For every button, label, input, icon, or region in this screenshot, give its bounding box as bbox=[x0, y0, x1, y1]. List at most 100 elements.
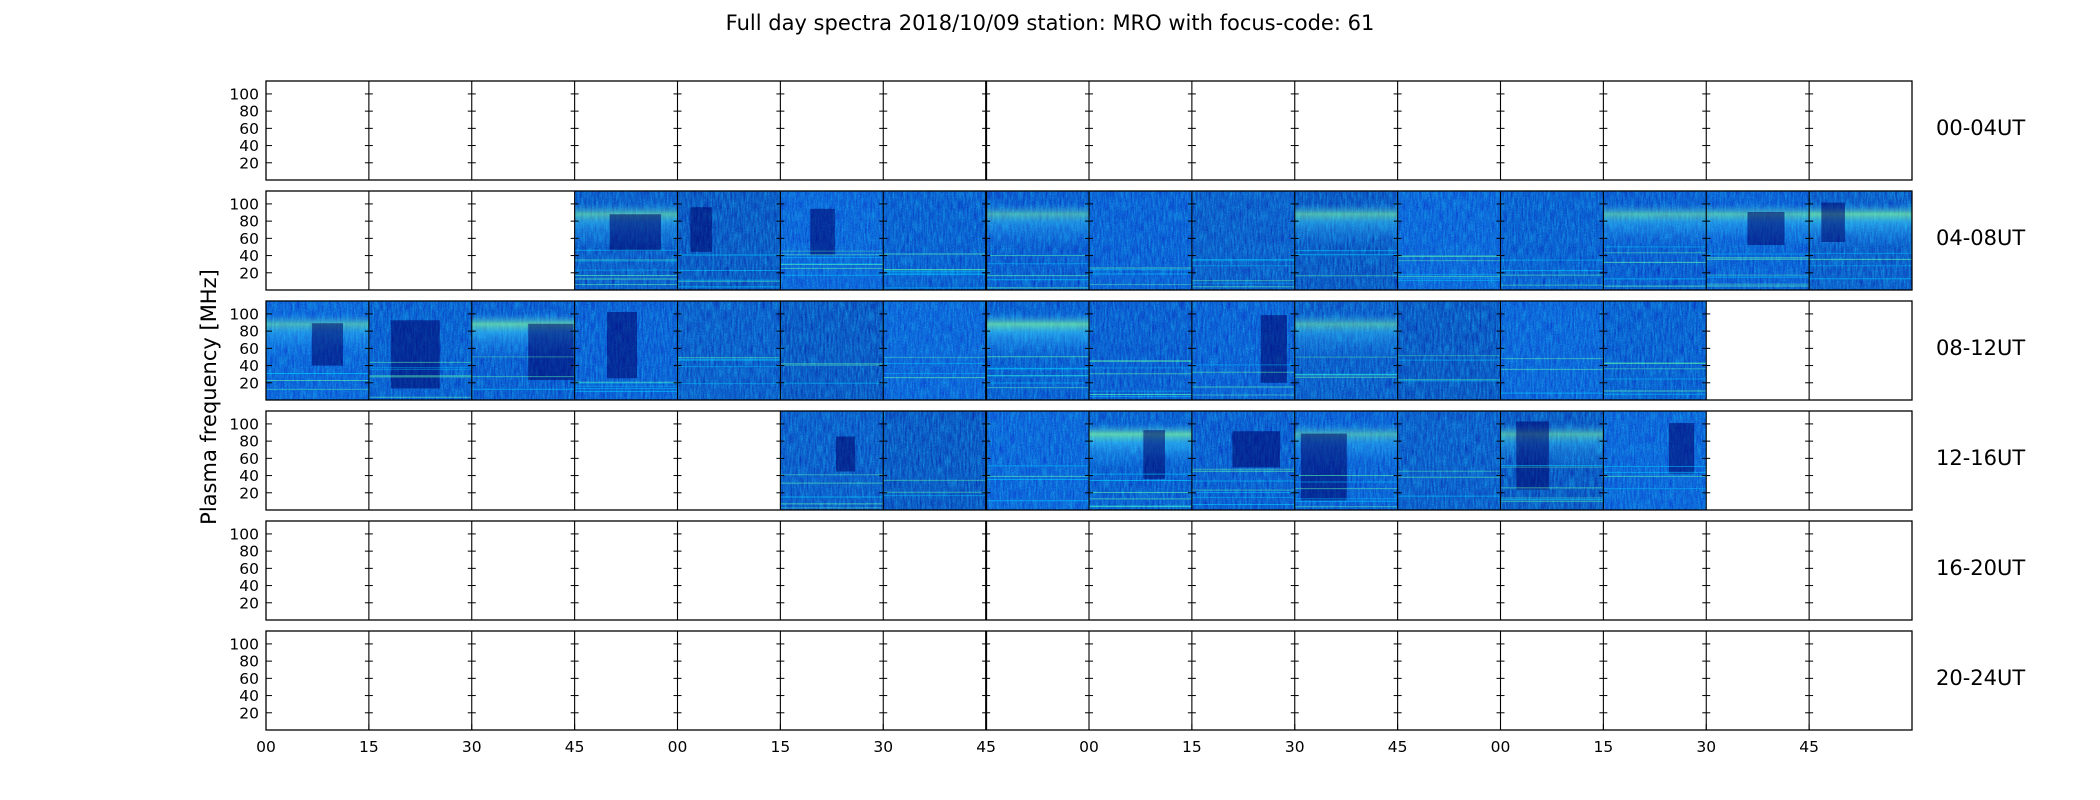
dark-patch bbox=[690, 207, 713, 252]
segment-speckle bbox=[1500, 301, 1604, 400]
x-tick-label: 15 bbox=[1594, 738, 1614, 756]
y-tick-label: 100 bbox=[229, 525, 259, 543]
y-tick-label: 60 bbox=[239, 450, 259, 468]
spectrogram-segment bbox=[883, 191, 987, 290]
x-tick-label: 30 bbox=[1696, 738, 1716, 756]
x-tick-label: 15 bbox=[359, 738, 379, 756]
segment-speckle bbox=[1397, 191, 1501, 290]
spectrogram-segment bbox=[986, 301, 1089, 400]
x-axis-ticks: 00 15 30 45 00 15 30 45 00 15 30 45 00 15 30 45 bbox=[256, 724, 1819, 756]
x-tick-label: 15 bbox=[771, 738, 791, 756]
y-tick-label: 20 bbox=[239, 704, 259, 722]
spectrogram-segment bbox=[368, 301, 472, 400]
spectrogram-segment bbox=[1294, 301, 1398, 400]
dark-patch bbox=[1232, 431, 1281, 468]
spectrogram-segment bbox=[1706, 191, 1810, 290]
spectrogram-segment bbox=[1397, 301, 1501, 400]
y-tick-label: 80 bbox=[239, 103, 259, 121]
spectrogram-segment bbox=[1397, 411, 1501, 510]
spectrogram-segment bbox=[780, 191, 884, 290]
segment-speckle bbox=[780, 411, 884, 510]
segment-speckle bbox=[883, 411, 987, 510]
emission-band bbox=[1089, 422, 1192, 468]
spectrogram-segment bbox=[1191, 411, 1295, 510]
y-tick-label: 60 bbox=[239, 340, 259, 358]
dark-patch bbox=[1668, 423, 1695, 474]
segment-speckle bbox=[1397, 301, 1501, 400]
spectrogram-segment bbox=[1603, 411, 1707, 510]
spectrogram-segment bbox=[986, 411, 1089, 510]
spectrogram-segment bbox=[677, 191, 781, 290]
x-tick-label: 30 bbox=[873, 738, 893, 756]
emission-band bbox=[986, 202, 1089, 248]
segment-speckle bbox=[883, 191, 987, 290]
y-tick-label: 40 bbox=[239, 137, 259, 155]
x-tick-label: 45 bbox=[976, 738, 996, 756]
y-tick-label: 60 bbox=[239, 670, 259, 688]
spectrogram-segment bbox=[1397, 191, 1501, 290]
y-tick-label: 60 bbox=[239, 120, 259, 138]
dark-patch bbox=[1747, 211, 1785, 246]
spectrogram-segment bbox=[677, 301, 781, 400]
y-tick-label: 100 bbox=[229, 85, 259, 103]
y-tick-label: 100 bbox=[229, 635, 259, 653]
segment-speckle bbox=[1089, 301, 1192, 400]
segment-speckle bbox=[1500, 191, 1604, 290]
segment-speckle bbox=[986, 411, 1089, 510]
x-tick-label: 00 bbox=[1491, 738, 1511, 756]
x-tick-label: 30 bbox=[462, 738, 482, 756]
y-tick-label: 100 bbox=[229, 195, 259, 213]
y-tick-label: 20 bbox=[239, 374, 259, 392]
row-label: 16-20UT bbox=[1936, 556, 2025, 580]
segment-speckle bbox=[677, 301, 781, 400]
y-tick-label: 40 bbox=[239, 467, 259, 485]
dark-patch bbox=[810, 208, 835, 256]
y-tick-label: 100 bbox=[229, 415, 259, 433]
row-label: 08-12UT bbox=[1936, 336, 2025, 360]
spectrogram-segment bbox=[1500, 301, 1604, 400]
y-tick-label: 40 bbox=[239, 687, 259, 705]
segment-speckle bbox=[1603, 301, 1707, 400]
segment-speckle bbox=[780, 301, 884, 400]
dark-patch bbox=[609, 214, 661, 251]
dark-patch bbox=[1260, 315, 1287, 383]
row-label: 20-24UT bbox=[1936, 666, 2025, 690]
segment-speckle bbox=[1089, 191, 1192, 290]
y-tick-label: 80 bbox=[239, 653, 259, 671]
spectrogram-segment bbox=[574, 191, 678, 290]
y-tick-label: 80 bbox=[239, 323, 259, 341]
y-tick-label: 40 bbox=[239, 357, 259, 375]
dark-patch bbox=[1516, 421, 1549, 490]
spectrogram-segment bbox=[986, 191, 1089, 290]
y-tick-label: 40 bbox=[239, 577, 259, 595]
spectrogram-segment bbox=[1809, 191, 1912, 290]
y-tick-label: 60 bbox=[239, 230, 259, 248]
spectrogram-segment bbox=[1603, 301, 1707, 400]
spectrogram-segment bbox=[471, 301, 575, 400]
spectrogram-segment bbox=[1500, 191, 1604, 290]
spectrogram-segment bbox=[1191, 301, 1295, 400]
y-tick-label: 80 bbox=[239, 543, 259, 561]
dark-patch bbox=[528, 323, 574, 380]
spectrogram-segment bbox=[1089, 191, 1192, 290]
x-tick-label: 15 bbox=[1182, 738, 1202, 756]
y-tick-label: 80 bbox=[239, 433, 259, 451]
emission-band bbox=[986, 312, 1089, 358]
y-tick-label: 40 bbox=[239, 247, 259, 265]
dark-patch bbox=[1300, 433, 1347, 501]
spectrogram-segment bbox=[1603, 191, 1707, 290]
x-tick-label: 00 bbox=[668, 738, 688, 756]
y-tick-label: 20 bbox=[239, 154, 259, 172]
segment-speckle bbox=[1191, 191, 1295, 290]
dark-patch bbox=[390, 320, 440, 389]
x-tick-label: 45 bbox=[1388, 738, 1408, 756]
spectrogram-segment bbox=[1089, 411, 1192, 510]
row-label: 00-04UT bbox=[1936, 116, 2025, 140]
dark-patch bbox=[835, 436, 856, 472]
spectrogram-segment bbox=[1089, 301, 1192, 400]
